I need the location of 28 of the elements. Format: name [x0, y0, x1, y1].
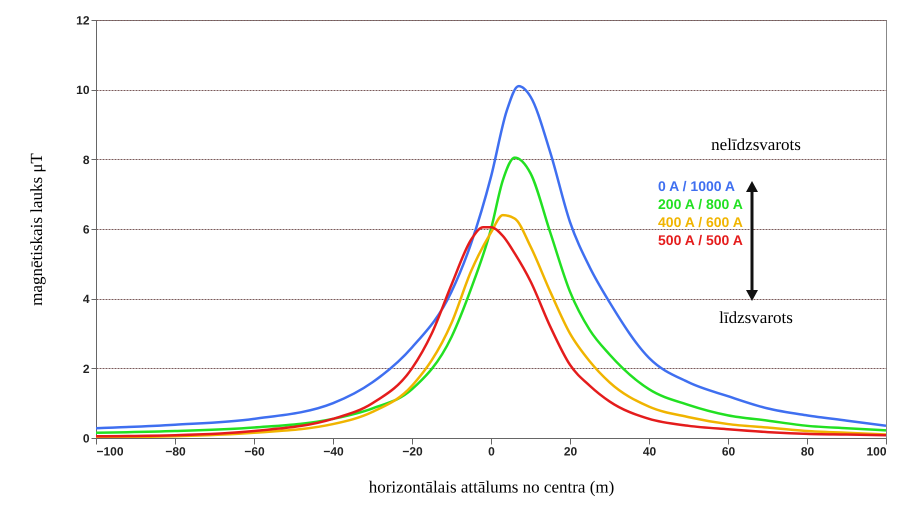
x-tick-label: 40 — [642, 444, 656, 458]
line-series — [96, 84, 886, 430]
text: 0 A / 1000 A — [658, 178, 736, 194]
x-tick-label: 0 — [488, 444, 496, 458]
x-tick-label: −40 — [323, 444, 344, 458]
x-tick-label: 20 — [564, 444, 578, 458]
y-tick-label: 12 — [76, 14, 90, 28]
x-tick-label: −20 — [402, 444, 423, 458]
y-tick-label: 2 — [82, 362, 90, 376]
x-tick-label: 80 — [800, 444, 814, 458]
annotation: līdzsvarots — [719, 308, 793, 327]
x-tick-label: 60 — [722, 444, 736, 458]
text: 200 A / 800 A — [658, 196, 743, 212]
x-tick-label: −60 — [244, 444, 265, 458]
y-tick-label: 6 — [82, 222, 90, 236]
y-tick-label: 0 — [82, 432, 90, 446]
y-tick-label: 4 — [82, 292, 90, 306]
y-axis-title: magnētiskais lauks μT — [27, 152, 46, 306]
x-axis-title: horizontālais attālums no centra (m) — [368, 478, 614, 496]
text: 400 A / 600 A — [658, 214, 743, 230]
y-tick-label: 10 — [76, 83, 90, 98]
x-tick-label: −100 — [96, 444, 124, 458]
line-series — [96, 156, 886, 434]
annotation: nelīdzsvarots — [711, 135, 801, 154]
text: 500 A / 500 A — [658, 232, 743, 248]
x-tick-label: −80 — [165, 444, 186, 458]
y-tick-label: 8 — [82, 152, 90, 167]
x-tick-label: 100 — [866, 444, 887, 458]
